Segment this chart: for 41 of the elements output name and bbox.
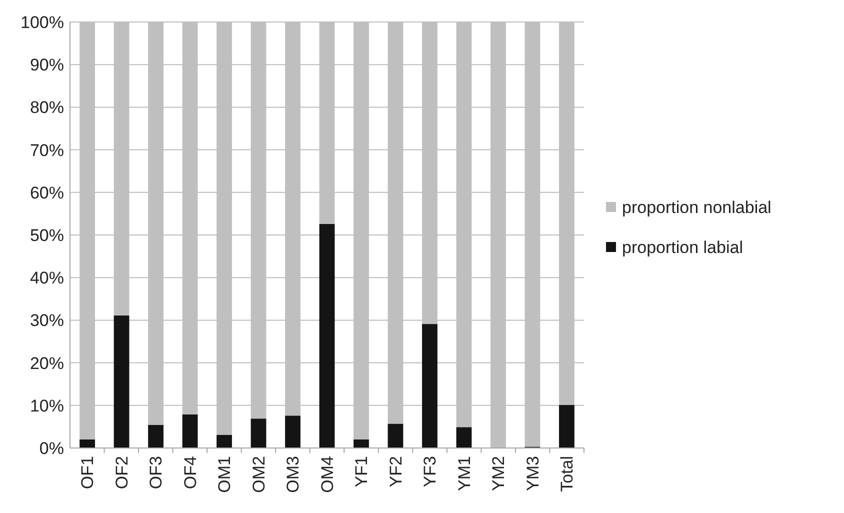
x-tick-label: OF1 [78, 456, 98, 490]
x-tick-label: Total [558, 456, 577, 492]
y-tick-label: 70% [30, 140, 64, 160]
y-tick-label: 40% [30, 268, 64, 288]
x-tick-label: YF3 [420, 456, 440, 488]
y-tick-label: 60% [30, 183, 64, 202]
x-tick-label: OM2 [249, 456, 268, 493]
x-tick-label: YM1 [454, 456, 474, 491]
y-tick-label: 90% [30, 56, 64, 75]
bar [250, 418, 266, 448]
y-tick-label: 0% [39, 438, 64, 458]
x-tick-label: OM4 [318, 456, 337, 493]
bar [285, 416, 300, 448]
y-tick-label: 10% [30, 396, 64, 416]
bar [319, 224, 335, 448]
x-tick-label: YM3 [523, 456, 542, 491]
x-tick-label: YF1 [352, 456, 372, 488]
bar [559, 404, 574, 448]
bar [182, 414, 198, 448]
bar [388, 424, 404, 448]
x-tick-label: OF3 [146, 456, 166, 490]
bar [80, 439, 95, 448]
y-tick-label: 100% [20, 12, 64, 32]
legend-label: proportion labial [622, 238, 743, 257]
y-tick-label: 80% [30, 98, 64, 118]
bar [148, 424, 164, 448]
bar [456, 427, 472, 448]
x-tick-label: OF2 [112, 456, 132, 490]
legend-label: proportion nonlabial [622, 198, 772, 217]
bar [216, 434, 232, 448]
x-tick-label: OF4 [180, 456, 200, 490]
x-tick-label: YM2 [489, 456, 508, 491]
bar [114, 316, 130, 448]
bar [422, 324, 438, 448]
bar [354, 439, 369, 448]
x-tick-label: OM1 [215, 456, 234, 493]
y-tick-label: 20% [30, 354, 64, 373]
y-tick-label: 50% [30, 226, 64, 245]
x-tick-label: YF2 [386, 456, 406, 488]
x-tick-label: OM3 [284, 456, 303, 493]
y-tick-label: 30% [30, 311, 64, 330]
